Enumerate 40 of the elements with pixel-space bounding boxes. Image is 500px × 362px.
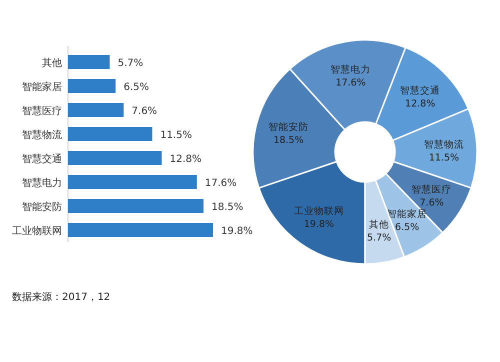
data-label: 17.6%	[204, 178, 237, 189]
bar	[68, 175, 197, 189]
data-label: 17.6%	[336, 77, 366, 88]
bar	[68, 199, 204, 213]
data-label: 18.5%	[273, 135, 304, 146]
slice-label: 其他	[369, 218, 390, 231]
data-label: 11.5%	[160, 130, 192, 141]
data-label: 5.7%	[367, 232, 392, 244]
data-label: 19.8%	[304, 219, 334, 230]
data-label: 12.8%	[170, 154, 202, 165]
data-label: 12.8%	[405, 98, 436, 110]
bar	[68, 79, 116, 93]
y-tick-label: 智慧物流	[22, 129, 62, 141]
data-label: 6.5%	[124, 82, 150, 93]
data-label: 7.6%	[132, 106, 158, 117]
bar	[68, 55, 110, 69]
data-label: 19.8%	[221, 226, 253, 237]
y-tick-label: 其他	[42, 57, 62, 69]
slice-label: 智慧电力	[330, 63, 371, 76]
slice-label: 智慧交通	[400, 84, 440, 96]
slice-label: 智慧医疗	[412, 183, 452, 196]
slice-label: 工业物联网	[294, 205, 344, 218]
y-tick-label: 智能安防	[22, 201, 62, 213]
data-label: 6.5%	[395, 222, 420, 233]
y-tick-label: 智慧电力	[22, 177, 62, 189]
data-label: 7.6%	[420, 197, 444, 208]
slice-label: 智能安防	[268, 121, 309, 134]
source-note: 数据来源：2017，12	[12, 291, 110, 303]
y-tick-label: 智能家居	[22, 81, 62, 93]
bar	[68, 223, 213, 237]
data-label: 18.5%	[211, 202, 244, 213]
y-tick-label: 智慧交通	[22, 153, 62, 165]
y-tick-label: 智慧医疗	[22, 105, 62, 117]
bar	[68, 103, 124, 117]
y-tick-label: 工业物联网	[12, 225, 62, 237]
data-label: 11.5%	[428, 152, 460, 164]
data-label: 5.7%	[118, 58, 144, 69]
bar	[68, 151, 162, 165]
bar	[68, 127, 152, 141]
slice-label: 智慧物流	[424, 138, 464, 150]
